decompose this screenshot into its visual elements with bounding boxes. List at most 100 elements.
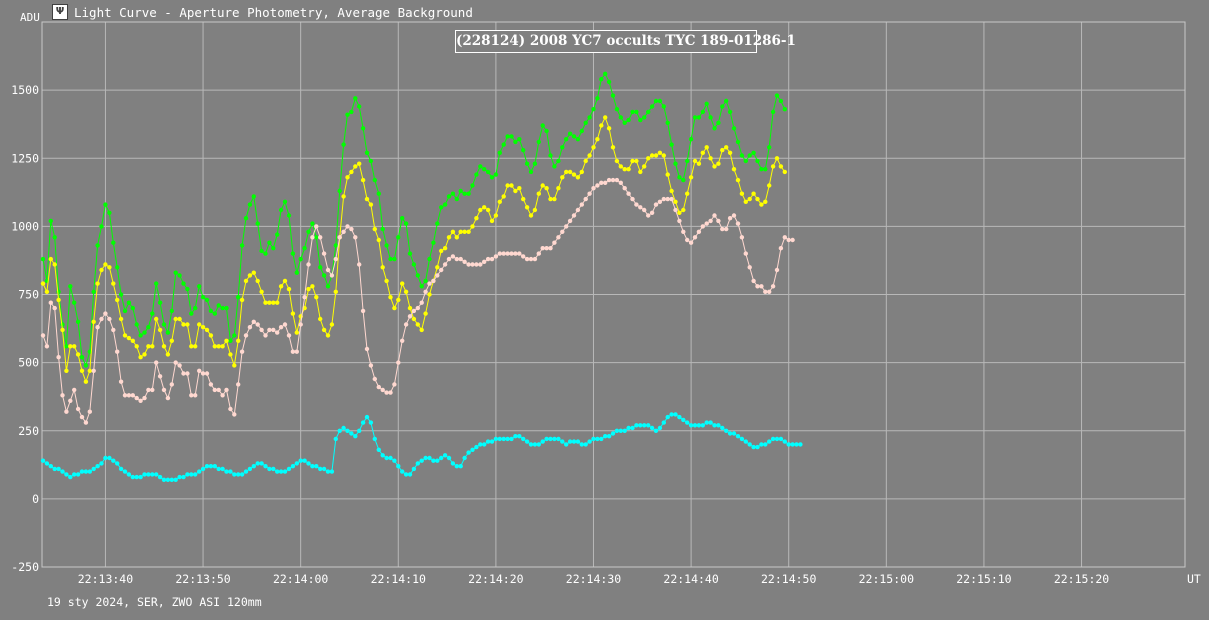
data-point [325,333,331,338]
data-point [161,387,167,393]
data-point [556,436,561,442]
data-point [782,169,787,175]
data-point [255,278,260,284]
data-point [528,169,534,175]
data-point [544,128,549,134]
data-point [739,191,745,196]
data-point [360,308,366,314]
data-point [200,371,206,376]
data-point [532,161,538,166]
data-point [165,477,171,482]
data-point [115,349,120,354]
data-point [485,439,491,444]
data-point [649,104,655,109]
data-point [681,229,686,234]
data-point [83,420,89,425]
data-point [610,177,616,183]
data-point [720,147,725,153]
data-point [372,177,377,183]
data-point [44,344,50,349]
data-point [716,161,721,166]
data-point [606,177,612,183]
data-point [688,175,694,180]
data-point [638,423,643,428]
data-point [482,442,487,447]
data-point [212,311,217,316]
data-point [56,297,61,303]
data-point [626,117,631,123]
data-point [513,188,518,194]
data-point [548,246,553,251]
data-point [333,256,338,262]
data-point [688,423,694,428]
data-point [767,289,772,294]
data-point [111,458,116,463]
data-point [376,237,381,243]
data-point [360,177,366,183]
data-point [614,177,620,183]
data-point [173,316,178,322]
data-point [485,256,491,262]
y-axis-label: ADU [20,11,40,24]
data-point [524,161,530,166]
data-point [380,387,385,393]
data-point [275,232,280,237]
data-point [727,109,733,115]
data-point [392,382,397,387]
data-point [696,115,702,120]
data-point [614,428,620,433]
data-point [193,472,198,477]
data-point [470,262,475,267]
data-point [517,137,522,142]
data-point [478,164,483,169]
data-point [95,243,100,248]
data-point [685,237,690,243]
data-point [107,316,112,322]
data-point [91,289,96,294]
data-point [122,469,128,474]
data-point [384,278,389,284]
data-point [560,229,565,234]
data-point [548,436,553,442]
data-point [72,344,77,349]
data-point [673,412,678,417]
data-point [446,455,452,461]
data-point [552,196,557,202]
x-tick-label: 22:13:40 [78,572,133,586]
data-point [446,256,452,262]
chart-app-icon[interactable]: Ψ [52,4,68,20]
y-tick-label: 1000 [11,219,39,233]
data-point [544,246,549,251]
data-point [692,423,698,428]
data-point [95,464,100,469]
data-point [743,439,748,444]
data-point [154,316,159,322]
data-point [724,428,729,433]
data-point [532,256,538,262]
data-point [501,251,506,256]
data-point [564,137,569,142]
data-point [392,305,397,311]
data-point [321,273,327,278]
data-point [337,235,342,240]
data-point [310,235,315,240]
data-point [427,292,432,297]
data-point [552,436,557,442]
data-point [606,79,612,85]
data-point [122,308,128,314]
data-point [747,442,752,447]
y-tick-label: 1500 [11,83,39,97]
data-point [509,183,514,188]
data-point [150,344,155,349]
series-2 [40,115,787,384]
data-point [782,439,787,444]
data-point [556,158,561,164]
data-point [575,175,581,180]
data-point [68,344,73,349]
data-point [540,183,545,188]
data-point [282,278,288,284]
data-point [708,115,713,120]
data-point [130,474,135,480]
data-point [189,393,194,398]
data-point [259,289,264,294]
